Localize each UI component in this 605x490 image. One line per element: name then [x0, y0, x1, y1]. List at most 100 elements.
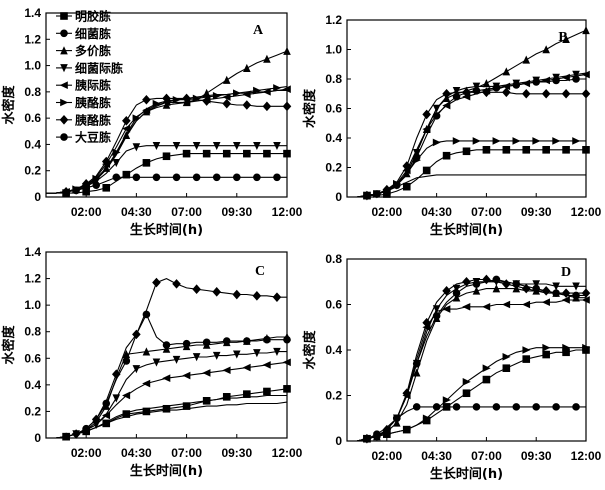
data-point: [462, 302, 471, 311]
data-point: [222, 75, 231, 84]
data-point: [541, 298, 550, 307]
legend-marker: [59, 115, 69, 125]
y-tick-label: 0.4: [325, 131, 342, 145]
data-point: [212, 141, 221, 151]
data-point: [273, 141, 281, 151]
data-point: [162, 374, 171, 383]
x-tick-label: 07:00: [171, 205, 202, 219]
x-tick-label: 12:00: [571, 449, 602, 463]
data-point: [192, 173, 201, 182]
data-point: [112, 148, 121, 157]
y-tick-label: 0.2: [24, 404, 41, 418]
legend-marker: [60, 64, 68, 73]
data-point: [512, 284, 521, 293]
data-point: [422, 414, 431, 423]
y-axis-label: 水密度: [302, 330, 318, 370]
data-point: [472, 280, 481, 288]
data-point: [373, 190, 381, 198]
data-point: [482, 302, 491, 311]
series-8: [347, 75, 586, 198]
data-point: [392, 414, 401, 423]
data-point: [142, 407, 151, 416]
data-point: [432, 104, 441, 113]
data-point: [132, 143, 141, 152]
data-point: [273, 173, 281, 182]
data-point: [552, 76, 560, 85]
x-tick-label: 12:00: [272, 205, 303, 219]
data-point: [202, 338, 211, 347]
data-point: [263, 387, 271, 396]
data-point: [442, 101, 451, 110]
data-point: [242, 100, 252, 110]
data-point: [572, 403, 580, 411]
data-point: [162, 341, 171, 349]
data-point: [492, 403, 501, 411]
x-tick-label: 12:00: [571, 205, 602, 219]
data-point: [412, 153, 421, 161]
data-point: [263, 54, 271, 63]
x-tick-label: 09:30: [221, 205, 252, 219]
data-point: [562, 146, 570, 154]
data-point: [442, 88, 451, 99]
data-point: [122, 410, 131, 418]
series-line: [347, 299, 586, 442]
data-point: [243, 149, 251, 158]
y-tick-label: 0.8: [325, 252, 342, 266]
data-point: [422, 317, 431, 328]
data-point: [81, 179, 91, 189]
legend-item: 胰际胨: [56, 78, 111, 93]
x-tick-label: 07:00: [471, 449, 502, 463]
data-point: [512, 81, 521, 89]
data-point: [472, 403, 481, 411]
data-point: [432, 138, 441, 147]
data-point: [522, 55, 531, 64]
data-point: [462, 389, 471, 398]
data-point: [462, 147, 471, 156]
data-point: [522, 355, 531, 363]
data-point: [552, 403, 560, 411]
data-point: [422, 416, 431, 425]
data-point: [422, 166, 431, 175]
data-point: [392, 181, 401, 189]
y-tick-label: 0.8: [24, 85, 41, 99]
series-line: [347, 91, 586, 198]
data-point: [202, 369, 211, 377]
data-point: [582, 146, 590, 154]
data-point: [542, 343, 551, 352]
data-point: [492, 137, 501, 145]
data-point: [452, 289, 461, 297]
data-point: [412, 359, 421, 368]
data-point: [282, 101, 292, 112]
legend-marker: [60, 29, 68, 38]
data-point: [542, 146, 550, 154]
data-point: [142, 159, 151, 167]
data-point: [561, 88, 571, 99]
data-point: [492, 84, 501, 92]
data-point: [132, 365, 141, 374]
x-axis-label: 生长时间(h): [130, 222, 203, 238]
data-point: [572, 291, 580, 300]
data-point: [562, 34, 570, 43]
y-tick-label: 0.8: [24, 325, 41, 339]
x-tick-label: 09:30: [221, 446, 252, 460]
data-point: [253, 173, 261, 182]
x-tick-label: 02:00: [71, 205, 102, 219]
data-point: [283, 149, 291, 158]
data-point: [472, 87, 481, 95]
panel-letter: C: [255, 264, 265, 279]
y-tick-label: 1.0: [24, 298, 41, 312]
data-point: [192, 141, 201, 151]
data-point: [253, 141, 261, 151]
data-point: [442, 396, 451, 404]
data-point: [582, 346, 590, 354]
series-3: [46, 332, 291, 441]
data-point: [452, 284, 461, 293]
y-tick-label: 0.8: [325, 72, 342, 86]
series-line: [46, 351, 287, 439]
data-point: [422, 109, 431, 120]
x-tick-label: 07:00: [171, 446, 202, 460]
legend-marker: [59, 81, 68, 89]
data-point: [562, 343, 571, 352]
data-point: [482, 79, 491, 88]
series-line: [347, 29, 587, 198]
